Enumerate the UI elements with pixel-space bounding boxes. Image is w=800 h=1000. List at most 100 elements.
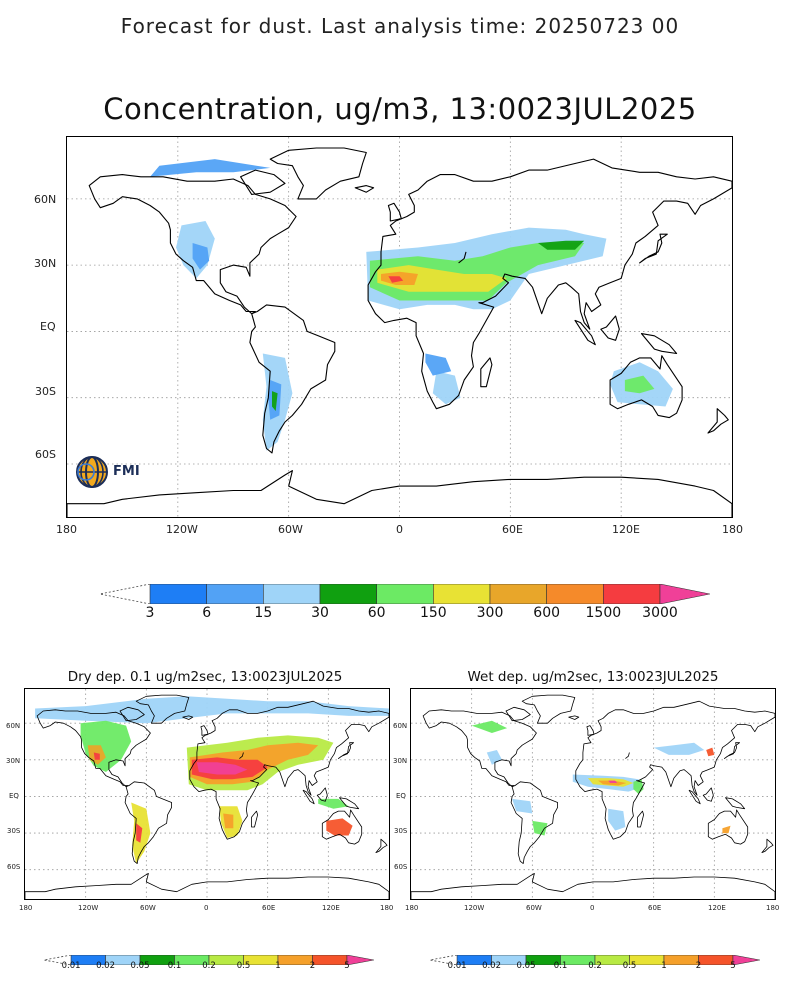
lon-tick: 120W — [464, 904, 485, 912]
colorbar-label: 0.05 — [130, 961, 150, 971]
coastline-indonesia-borneo — [316, 787, 328, 802]
colorbar-label: 1 — [275, 961, 281, 971]
coastline-sumatra — [688, 789, 701, 805]
dust-field — [706, 747, 715, 757]
dust-field — [93, 752, 100, 760]
lat-tick: 30N — [34, 257, 57, 270]
lon-tick: 120W — [78, 904, 99, 912]
coastline-greenland — [135, 694, 190, 724]
dust-field — [425, 353, 452, 376]
colorbar-label: 0.5 — [622, 961, 637, 971]
forecast-header: Forecast for dust. Last analysis time: 2… — [120, 14, 680, 38]
dust-field — [512, 798, 533, 814]
colorbar-label: 0.02 — [482, 961, 501, 971]
main-map-canvas — [67, 137, 732, 517]
coastline-uk — [387, 202, 402, 222]
lat-tick: 60N — [34, 193, 57, 206]
coastline-madagascar — [251, 810, 258, 828]
dust-field — [318, 798, 349, 809]
dust-field — [624, 375, 655, 394]
dry-map — [24, 688, 390, 900]
coastline-uk — [200, 725, 209, 736]
colorbar-swatch — [376, 583, 434, 605]
colorbar-overflow-arrow — [659, 583, 711, 605]
coastline-australia — [707, 809, 749, 845]
colorbar-label: 5 — [344, 961, 350, 971]
dust-field — [653, 742, 705, 755]
colorbar-label: 0.5 — [236, 961, 251, 971]
lat-tick: 60S — [394, 863, 408, 871]
coastline-sumatra — [574, 319, 596, 346]
lat-tick: 30S — [394, 827, 408, 835]
lon-tick: 180 — [405, 904, 419, 912]
lon-tick: 0 — [590, 904, 595, 912]
coastline-south-america — [249, 304, 336, 454]
colorbar-underflow-marker — [99, 583, 151, 605]
lat-tick: EQ — [396, 792, 406, 800]
colorbar-label: 0.2 — [588, 961, 602, 971]
coastline-japan — [724, 742, 740, 759]
colorbar-swatch — [319, 583, 377, 605]
colorbar-label: 15 — [254, 605, 273, 621]
lat-tick: 60S — [7, 863, 21, 871]
coastline-greenland — [269, 147, 367, 200]
colorbar-label: 600 — [533, 605, 561, 621]
dust-field — [608, 808, 626, 831]
lon-tick: 60E — [262, 904, 276, 912]
lat-tick: 30N — [6, 757, 21, 765]
fmi-logo-text: FMI — [113, 464, 140, 479]
dust-field — [598, 780, 627, 786]
dust-field — [471, 720, 508, 733]
main-map: FMI — [66, 136, 733, 518]
coastline-south-america — [510, 781, 558, 864]
coastline-new-zealand — [761, 838, 774, 853]
lon-tick: 60W — [526, 904, 542, 912]
coastline-arabia-gulf-cut — [458, 251, 467, 264]
coastline-layer — [411, 694, 775, 899]
dust-field — [377, 265, 507, 292]
coastline-australia — [321, 809, 363, 845]
coastline-eurasia-africa — [189, 700, 389, 840]
colorbar-label: 0.2 — [202, 961, 216, 971]
dust-field — [432, 371, 461, 405]
colorbar-swatch — [149, 583, 207, 605]
lon-tick: 120W — [166, 523, 198, 536]
dry-colorbar-swatches — [43, 954, 375, 966]
fmi-globe-icon — [76, 456, 108, 488]
dust-field — [223, 813, 234, 829]
lat-tick: EQ — [9, 792, 19, 800]
lon-tick: 180 — [19, 904, 33, 912]
colorbar-label: 1500 — [585, 605, 622, 621]
colorbar-overflow-arrow — [346, 954, 375, 966]
coastline-sumatra — [302, 789, 315, 805]
colorbar-swatch — [546, 583, 604, 605]
colorbar-label: 3000 — [642, 605, 678, 621]
fmi-logo: FMI — [75, 455, 155, 491]
coastline-layer — [25, 694, 389, 899]
lat-tick: 60N — [6, 722, 21, 730]
coastline-japan — [338, 742, 354, 759]
coastline-new-guinea — [725, 797, 746, 810]
lat-tick: 60S — [35, 448, 56, 461]
lat-tick: 30S — [35, 385, 56, 398]
lat-tick: 60N — [393, 722, 408, 730]
colorbar-label: 0.1 — [553, 961, 568, 971]
dust-field — [326, 818, 353, 836]
coastline-north-america — [88, 174, 297, 315]
lat-tick: 30N — [393, 757, 408, 765]
lon-tick: 60W — [140, 904, 156, 912]
dust-field — [272, 391, 278, 411]
dust-field — [192, 243, 210, 270]
coastline-new-zealand — [707, 408, 729, 434]
lon-tick: 60E — [502, 523, 523, 536]
coastline-arabia-gulf-cut — [239, 752, 244, 759]
coastline-japan — [639, 233, 668, 264]
coastline-greenland — [521, 694, 576, 724]
coastline-madagascar — [480, 357, 493, 388]
lon-tick: 180 — [56, 523, 77, 536]
coastline-baffin — [119, 706, 145, 722]
coastline-iceland — [568, 715, 580, 720]
colorbar-swatch — [263, 583, 321, 605]
colorbar-swatch — [489, 583, 547, 605]
graticule — [411, 689, 775, 899]
